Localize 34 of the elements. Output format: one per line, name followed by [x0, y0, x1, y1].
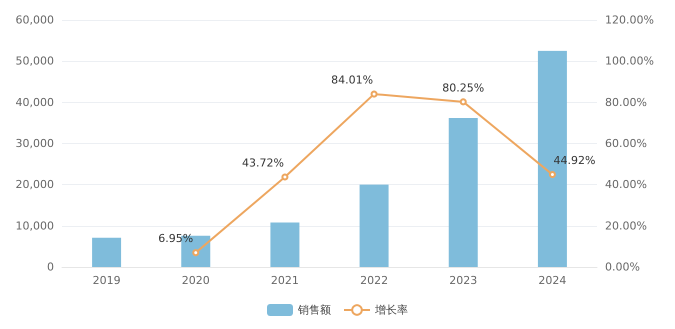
y-tick-label: 20,000 [16, 178, 54, 192]
bar [270, 222, 300, 267]
x-tick-label: 2021 [270, 274, 299, 287]
x-tick-label: 2023 [449, 274, 478, 287]
y-tick-label: 40,000 [16, 96, 54, 109]
x-tick-label: 2019 [92, 274, 121, 287]
legend-label: 销售额 [297, 304, 331, 316]
x-tick-label: 2022 [360, 274, 388, 287]
y2-tick-label: 100.00% [605, 54, 654, 68]
y-tick-label: 30,000 [16, 137, 54, 150]
y2-tick-label: 120.00% [605, 14, 654, 26]
point [548, 171, 556, 178]
x-tick-label: 2020 [182, 274, 210, 287]
y2-tick-label: 20.00% [605, 219, 647, 232]
y2-tick-label: 60.00% [605, 137, 647, 150]
y-tick-label: 50,000 [16, 54, 54, 68]
point [460, 98, 467, 106]
y-tick-label: 60,000 [16, 14, 54, 26]
bar [448, 118, 478, 267]
bar [92, 238, 122, 267]
y2-tick-label: 0.00% [605, 260, 640, 274]
data-label: 43.72% [242, 156, 284, 170]
x-tick-label: 2024 [538, 274, 566, 287]
data-label: 80.25% [442, 81, 484, 94]
point [192, 249, 200, 256]
data-label: 84.01% [331, 74, 374, 87]
point [370, 90, 378, 98]
y2-tick-label: 80.00% [605, 96, 647, 109]
point [281, 174, 288, 181]
bar [360, 184, 389, 267]
legend-label: 增长率 [374, 304, 408, 316]
y2-tick-label: 40.00% [605, 178, 647, 192]
y-tick-label: 0 [47, 260, 54, 274]
y-tick-label: 10,000 [16, 219, 54, 232]
